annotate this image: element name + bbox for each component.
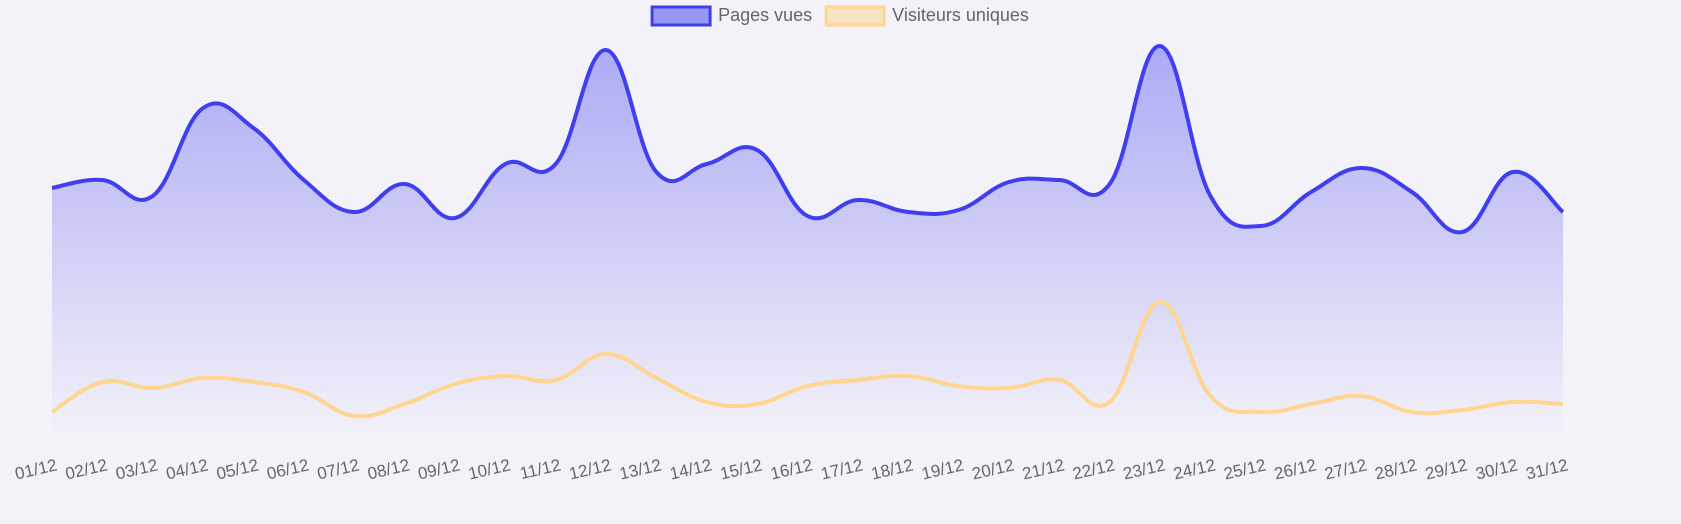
x-tick-label: 06/12 — [265, 455, 311, 483]
x-tick-label: 10/12 — [466, 455, 512, 483]
x-tick-label: 19/12 — [920, 455, 966, 483]
legend-label: Pages vues — [718, 5, 812, 25]
x-tick-label: 28/12 — [1373, 455, 1419, 483]
x-tick-label: 01/12 — [13, 455, 59, 483]
x-tick-label: 25/12 — [1222, 455, 1268, 483]
legend-label: Visiteurs uniques — [892, 5, 1029, 25]
x-tick-label: 29/12 — [1423, 455, 1469, 483]
x-tick-label: 08/12 — [366, 455, 412, 483]
area — [52, 45, 1563, 440]
x-tick-label: 13/12 — [618, 455, 664, 483]
x-tick-label: 24/12 — [1172, 455, 1218, 483]
line — [50, 299, 1564, 419]
x-tick-label: 07/12 — [315, 455, 361, 483]
x-tick-label: 02/12 — [64, 455, 110, 483]
line — [51, 44, 1565, 235]
x-tick-label: 18/12 — [869, 455, 915, 483]
x-tick-label: 23/12 — [1121, 455, 1167, 483]
x-tick-label: 20/12 — [970, 455, 1016, 483]
legend-swatch — [650, 5, 712, 27]
x-tick-label: 21/12 — [1021, 455, 1067, 483]
x-tick-label: 17/12 — [819, 455, 865, 483]
legend: Pages vues Visiteurs uniques — [650, 5, 1029, 27]
x-tick-label: 03/12 — [114, 455, 160, 483]
x-tick-label: 27/12 — [1323, 455, 1369, 483]
x-tick-label: 11/12 — [518, 455, 562, 483]
x-tick-label: 16/12 — [769, 455, 815, 483]
x-tick-label: 09/12 — [416, 455, 462, 483]
x-tick-label: 30/12 — [1474, 455, 1520, 483]
x-tick-label: 04/12 — [164, 455, 210, 483]
x-tick-label: 15/12 — [718, 455, 764, 483]
x-tick-label: 05/12 — [215, 455, 261, 483]
legend-swatch — [824, 5, 886, 27]
x-tick-label: 12/12 — [567, 455, 613, 483]
x-tick-label: 31/12 — [1524, 455, 1570, 483]
x-tick-label: 14/12 — [668, 455, 714, 483]
x-tick-label: 26/12 — [1272, 455, 1318, 483]
x-tick-label: 22/12 — [1071, 455, 1117, 483]
